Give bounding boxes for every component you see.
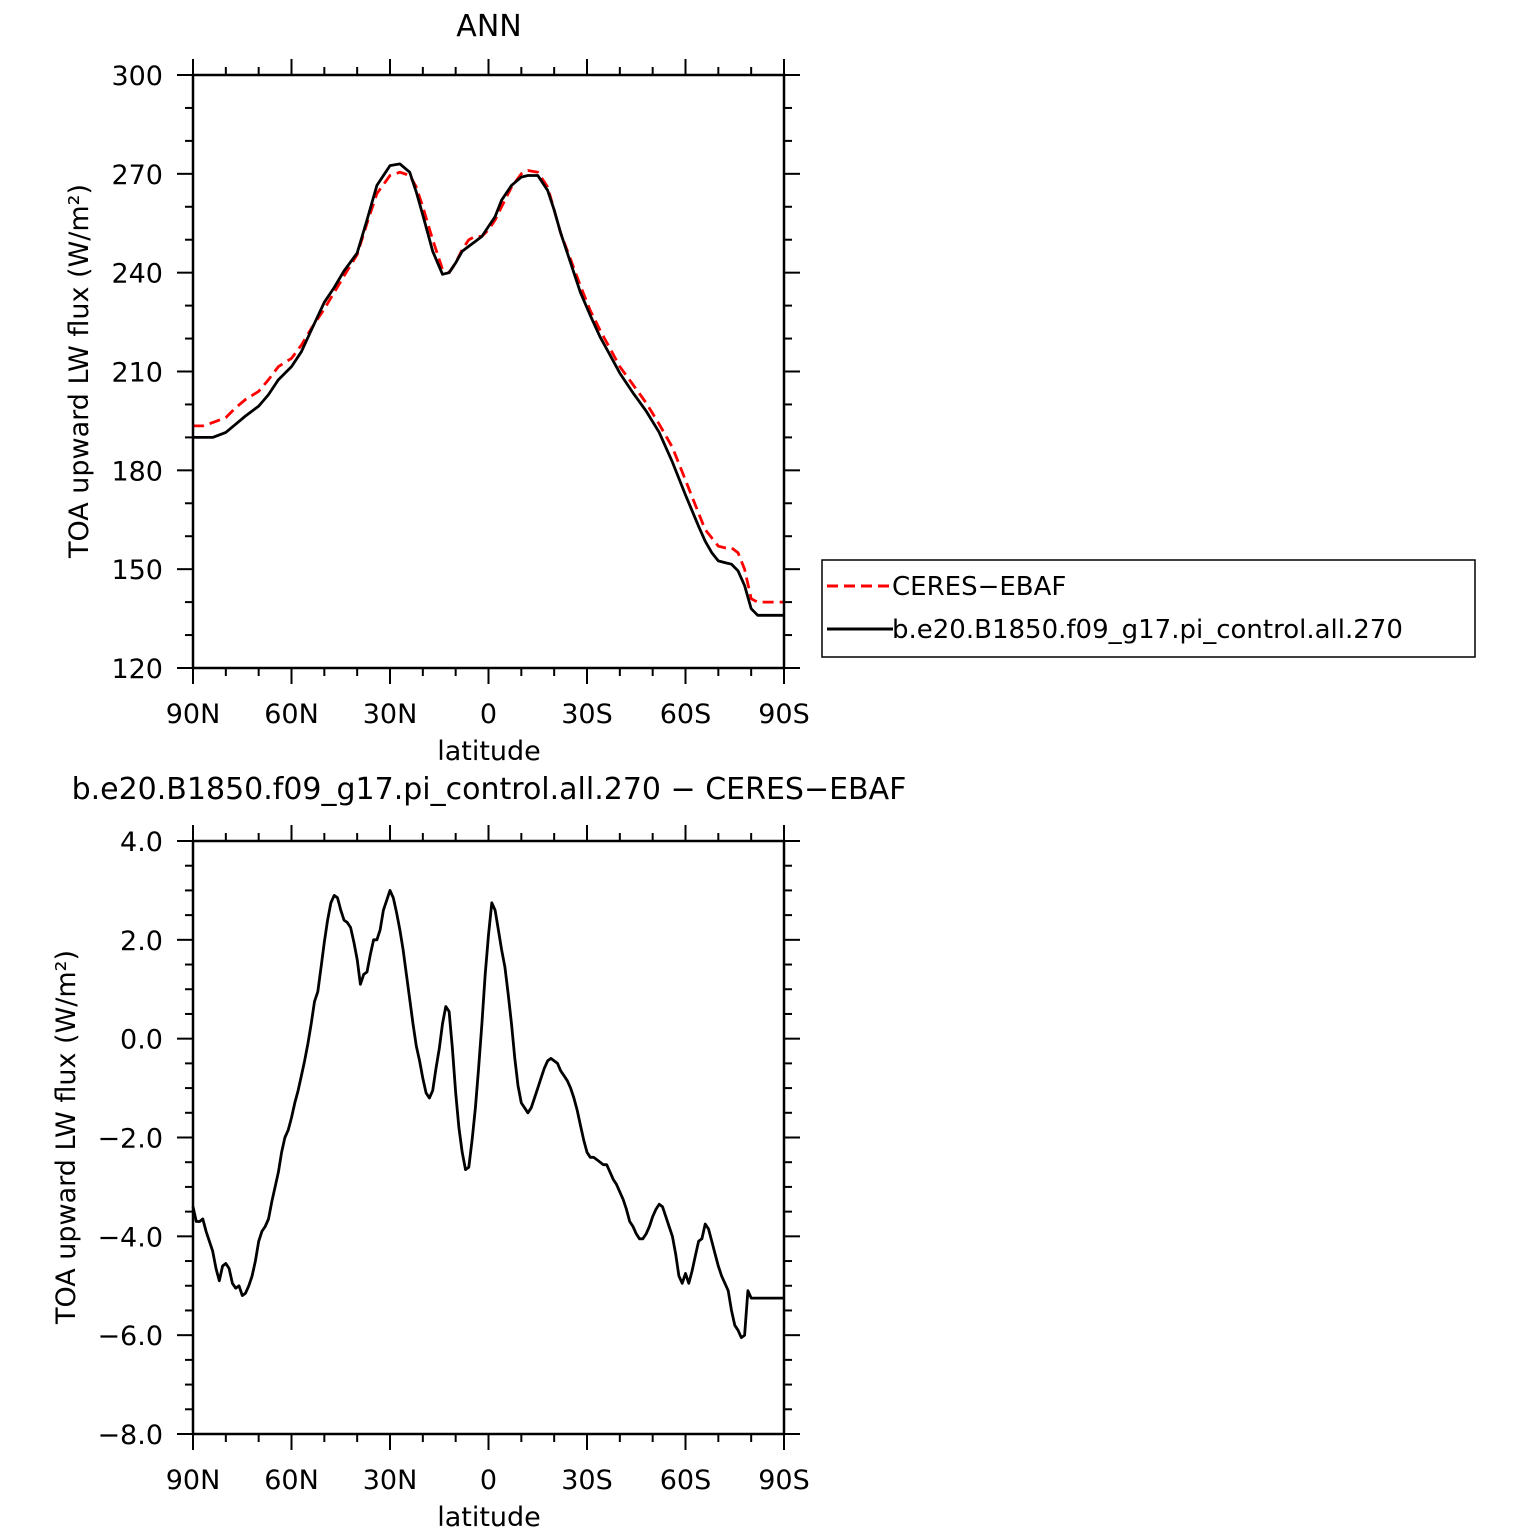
bottom-y-tick-label: 2.0 [120, 926, 163, 957]
top-plot-area: 120 150 180 210 240 270 300 90N 60N 30N 0 30S 60S 90S [111, 59, 809, 730]
top-x-tick-label: 30S [561, 699, 613, 730]
bottom-x-tick-label: 60S [660, 1465, 712, 1496]
bottom-x-tick-label: 60N [264, 1465, 319, 1496]
top-panel: ANN 120 150 180 210 240 270 300 90N 60N 30N 0 30S 60… [64, 9, 810, 767]
top-series-line-0 [193, 171, 784, 603]
bottom-x-tick-label: 0 [480, 1465, 497, 1496]
top-x-tick-label: 30N [363, 699, 418, 730]
top-y-tick-label: 180 [111, 456, 163, 487]
bottom-y-tick-label: 0.0 [120, 1025, 163, 1056]
top-x-tick-label: 90N [166, 699, 221, 730]
bottom-y-tick-label: −4.0 [97, 1222, 163, 1253]
top-series-line-1 [193, 164, 784, 615]
top-x-tick-label: 60N [264, 699, 319, 730]
top-y-tick-label: 120 [111, 654, 163, 685]
top-y-tick-label: 270 [111, 160, 163, 191]
top-y-tick-label: 300 [111, 61, 163, 92]
top-y-tick-label: 210 [111, 358, 163, 389]
bottom-series-line-0 [193, 890, 784, 1337]
bottom-x-tick-label: 30N [363, 1465, 418, 1496]
top-x-tick-label: 60S [660, 699, 712, 730]
bottom-y-tick-label: −8.0 [97, 1420, 163, 1451]
bottom-x-tick-label: 90S [758, 1465, 810, 1496]
top-plot-frame [193, 75, 784, 668]
bottom-y-tick-label: −2.0 [97, 1124, 163, 1155]
legend-label-model: b.e20.B1850.f09_g17.pi_control.all.270 [892, 615, 1403, 645]
bottom-plot-area: −8.0 −6.0 −4.0 −2.0 0.0 2.0 4.0 90N 60N 30N 0 30S 60… [97, 825, 809, 1496]
bottom-y-axis-label: TOA upward LW flux (W/m²) [51, 950, 82, 1325]
top-x-tick-label: 0 [480, 699, 497, 730]
bottom-x-tick-label: 90N [166, 1465, 221, 1496]
top-y-tick-label: 240 [111, 259, 163, 290]
top-y-axis-label: TOA upward LW flux (W/m²) [64, 184, 95, 559]
top-x-axis-label: latitude [437, 736, 541, 767]
top-panel-title: ANN [456, 9, 521, 44]
bottom-y-tick-label: 4.0 [120, 827, 163, 858]
bottom-x-tick-label: 30S [561, 1465, 613, 1496]
top-y-tick-label: 150 [111, 555, 163, 586]
top-x-tick-label: 90S [758, 699, 810, 730]
bottom-panel: b.e20.B1850.f09_g17.pi_control.all.270 −… [51, 772, 906, 1533]
bottom-panel-title: b.e20.B1850.f09_g17.pi_control.all.270 −… [72, 772, 907, 807]
legend: CERES−EBAF b.e20.B1850.f09_g17.pi_contro… [822, 560, 1475, 657]
legend-label-ceres: CERES−EBAF [892, 572, 1066, 602]
bottom-y-tick-label: −6.0 [97, 1321, 163, 1352]
bottom-x-axis-label: latitude [437, 1502, 541, 1533]
